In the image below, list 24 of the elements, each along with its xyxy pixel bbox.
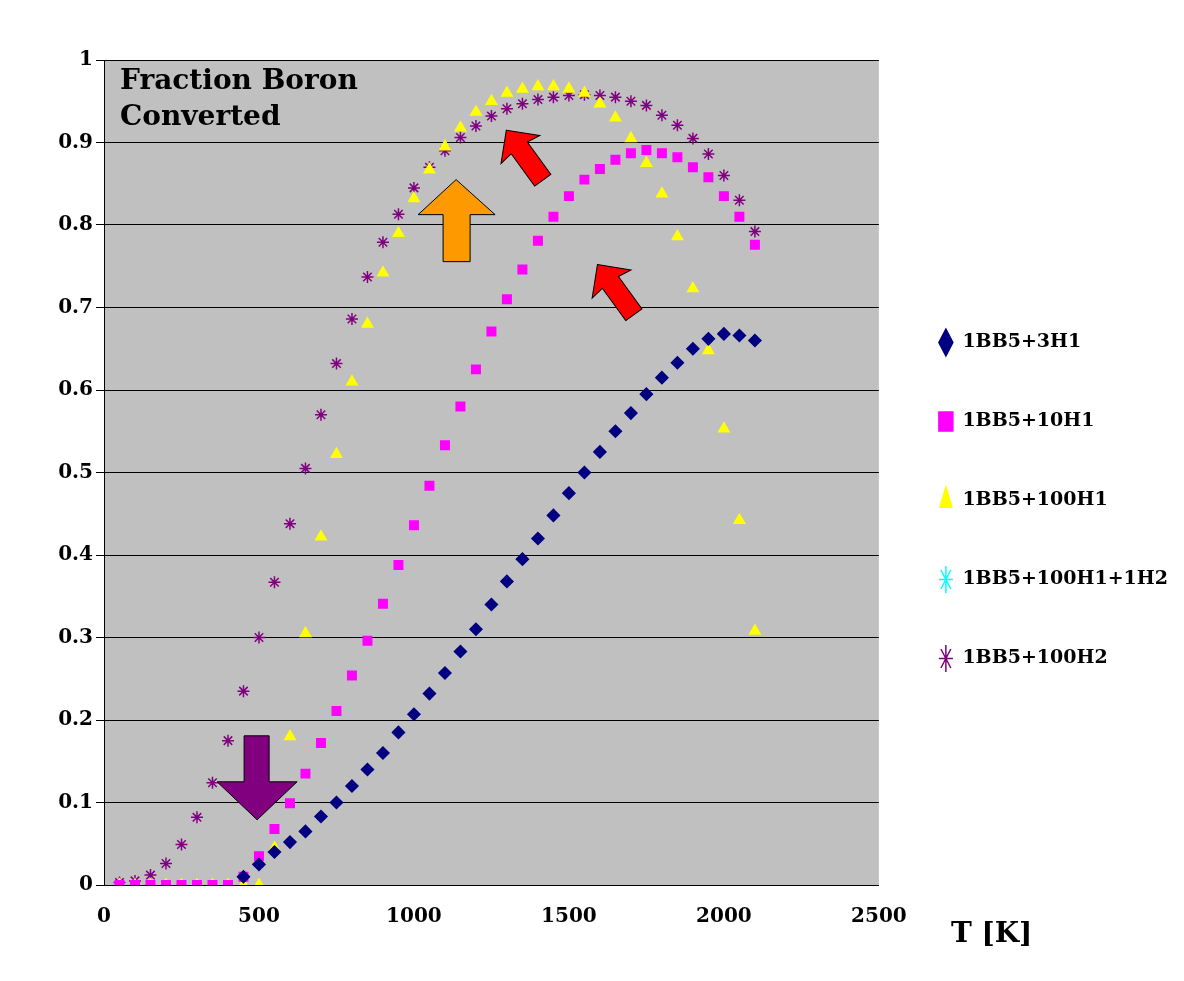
y-tick-label: 0.2 — [58, 706, 93, 731]
x-tick-label: 1500 — [541, 903, 597, 928]
x-tick-label: 500 — [238, 903, 280, 928]
y-tick-label: 0.1 — [58, 788, 93, 813]
legend-label: 1BB5+100H1 — [962, 487, 1108, 510]
legend-label: 1BB5+100H1+1H2 — [962, 566, 1168, 589]
y-tick-label: 0.5 — [58, 458, 93, 483]
x-tick-label: 2500 — [851, 903, 907, 928]
y-tick-label: 0.9 — [58, 128, 93, 153]
y-tick-label: 1 — [79, 46, 93, 71]
x-tick-label: 2000 — [696, 903, 752, 928]
x-tick-label: 0 — [97, 903, 111, 928]
y-tick-label: 0 — [79, 871, 93, 896]
y-tick-label: 0.3 — [58, 623, 93, 648]
y-tick-label: 0.6 — [58, 376, 93, 401]
text: Fraction Boron Converted — [120, 63, 358, 133]
legend-label: 1BB5+10H1 — [962, 408, 1095, 431]
y-tick-label: 0.4 — [58, 541, 94, 566]
legend-label: 1BB5+3H1 — [962, 329, 1082, 352]
x-tick-label: 1000 — [386, 903, 442, 928]
y-tick-label: 0.7 — [58, 293, 93, 318]
legend-label: 1BB5+100H2 — [962, 645, 1108, 668]
x-axis-title: T [K] — [950, 916, 1033, 950]
y-tick-label: 0.8 — [58, 211, 93, 236]
